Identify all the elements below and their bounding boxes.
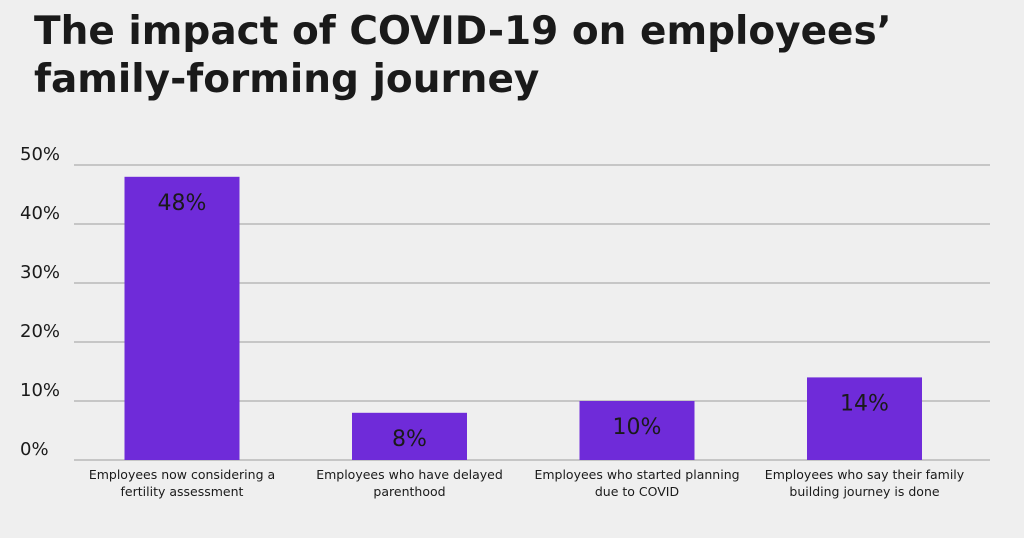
category-label-line: building journey is done: [789, 484, 940, 499]
bar-value-label: 8%: [392, 427, 427, 452]
data-labels: 48% 8% 10% 14%: [158, 191, 889, 452]
bar-value-label: 48%: [158, 191, 207, 216]
category-label: Employees who started planning due to COV…: [532, 466, 742, 500]
category-label-line: Employees who have delayed: [316, 467, 503, 482]
category-label: Employees now considering a fertility ass…: [77, 466, 287, 500]
category-label-line: parenthood: [373, 484, 446, 499]
y-tick-label: 0%: [20, 439, 49, 460]
category-label: Employees who say their family building j…: [760, 466, 970, 500]
bar: [579, 401, 695, 460]
category-label-line: due to COVID: [594, 484, 680, 499]
bar: [352, 412, 467, 460]
chart-title: The impact of COVID-19 on employees’ fam…: [34, 9, 892, 102]
bar-value-label: 10%: [613, 415, 662, 440]
y-axis-tick-labels: 0% 10% 20% 30% 40% 50%: [20, 144, 60, 460]
bar: [807, 377, 922, 460]
bars: [124, 176, 922, 461]
category-label-line: Employees who say their family: [764, 467, 965, 482]
y-tick-label: 50%: [20, 144, 60, 165]
y-tick-label: 40%: [20, 203, 60, 224]
bar-value-label: 14%: [840, 391, 889, 416]
category-label-line: fertility assessment: [120, 484, 244, 499]
y-tick-label: 20%: [20, 321, 60, 342]
y-tick-label: 10%: [20, 380, 60, 401]
category-label: Employees who have delayed parenthood: [305, 466, 515, 500]
category-label-line: Employees now considering a: [88, 467, 276, 482]
bar: [124, 176, 240, 461]
y-tick-label: 30%: [20, 262, 60, 283]
category-label-line: Employees who started planning: [534, 467, 740, 482]
